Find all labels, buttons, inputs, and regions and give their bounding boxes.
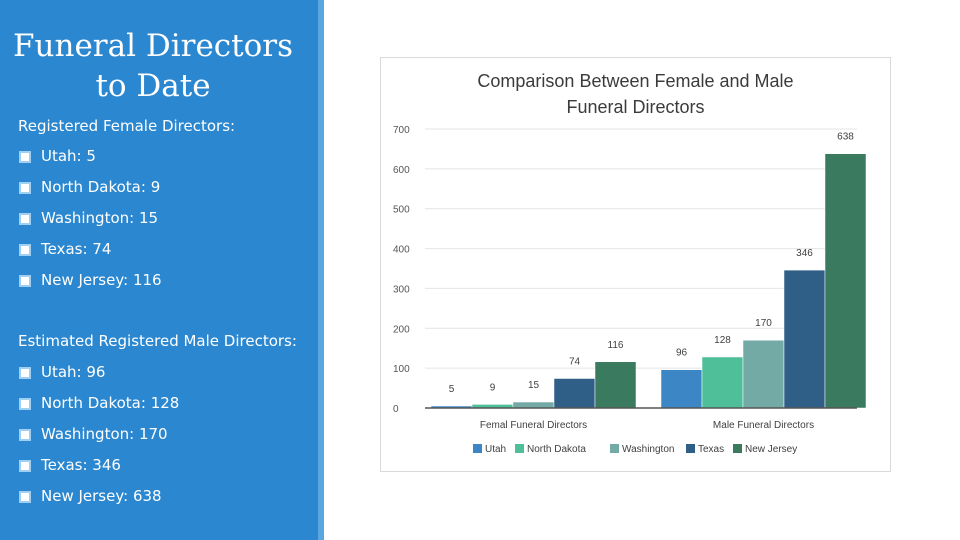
chart-container: Comparison Between Female and Male Funer… xyxy=(380,57,891,472)
legend-label: Utah xyxy=(485,444,506,455)
bar xyxy=(742,339,785,409)
checkbox-bullet-icon xyxy=(18,428,32,442)
page-title-line1: Funeral Directors xyxy=(13,28,293,64)
data-label: 5 xyxy=(449,384,455,395)
list-item: New Jersey: 638 xyxy=(18,487,179,518)
y-tick-label: 500 xyxy=(393,205,410,216)
page-title: Funeral Directors to Date xyxy=(0,26,306,106)
checkbox-bullet-icon xyxy=(18,366,32,380)
bar xyxy=(553,378,596,409)
category-label: Male Funeral Directors xyxy=(713,420,814,431)
y-tick-label: 400 xyxy=(393,245,410,256)
data-label: 638 xyxy=(837,132,854,143)
y-tick-label: 700 xyxy=(393,125,410,136)
legend-label: North Dakota xyxy=(527,444,586,455)
y-tick-label: 600 xyxy=(393,165,410,176)
list-item: North Dakota: 128 xyxy=(18,394,179,425)
bar xyxy=(594,361,637,409)
bar-chart: 0 100 200 300 400 500 600 700 5 9 15 74 116 Femal Fun… xyxy=(393,125,867,455)
chart-title-line1: Comparison Between Female and Male xyxy=(477,71,794,91)
list-item: Utah: 96 xyxy=(18,363,179,394)
legend-swatch xyxy=(686,444,695,453)
y-tick-label: 300 xyxy=(393,284,410,295)
legend-label: Washington xyxy=(622,444,674,455)
checkbox-bullet-icon xyxy=(18,150,32,164)
data-label: 96 xyxy=(676,348,688,359)
checkbox-bullet-icon xyxy=(18,181,32,195)
male-list: Utah: 96 North Dakota: 128 Washington: 1… xyxy=(18,363,179,518)
checkbox-bullet-icon xyxy=(18,490,32,504)
y-tick-label: 100 xyxy=(393,364,410,375)
list-item: Washington: 170 xyxy=(18,425,179,456)
list-item-text: North Dakota: 9 xyxy=(41,178,161,196)
list-item-text: Texas: 346 xyxy=(41,456,121,474)
bar xyxy=(824,153,867,409)
list-item-text: Utah: 5 xyxy=(41,147,96,165)
list-item-text: New Jersey: 638 xyxy=(41,487,162,505)
y-tick-label: 200 xyxy=(393,324,410,335)
data-label: 170 xyxy=(755,318,772,329)
bar xyxy=(701,356,744,409)
list-item: New Jersey: 116 xyxy=(18,271,162,302)
bar xyxy=(783,269,826,409)
checkbox-bullet-icon xyxy=(18,274,32,288)
bar xyxy=(512,401,555,409)
female-heading: Registered Female Directors: xyxy=(18,117,236,135)
list-item-text: Texas: 74 xyxy=(41,240,112,258)
data-label: 346 xyxy=(796,248,813,259)
y-tick-label: 0 xyxy=(393,404,399,415)
list-item: Utah: 5 xyxy=(18,147,162,178)
data-label: 15 xyxy=(528,380,540,391)
list-item-text: Utah: 96 xyxy=(41,363,106,381)
list-item: North Dakota: 9 xyxy=(18,178,162,209)
list-item: Texas: 74 xyxy=(18,240,162,271)
legend-swatch xyxy=(610,444,619,453)
bar xyxy=(660,369,703,409)
female-list: Utah: 5 North Dakota: 9 Washington: 15 T… xyxy=(18,147,162,302)
checkbox-bullet-icon xyxy=(18,459,32,473)
list-item: Texas: 346 xyxy=(18,456,179,487)
checkbox-bullet-icon xyxy=(18,397,32,411)
data-label: 128 xyxy=(714,335,731,346)
data-label: 116 xyxy=(608,340,624,351)
legend-swatch xyxy=(473,444,482,453)
sidebar xyxy=(0,0,318,540)
sidebar-edge xyxy=(318,0,324,540)
category-label: Femal Funeral Directors xyxy=(480,420,587,431)
legend-swatch xyxy=(515,444,524,453)
list-item-text: North Dakota: 128 xyxy=(41,394,180,412)
list-item-text: New Jersey: 116 xyxy=(41,271,162,289)
chart-title-line2: Funeral Directors xyxy=(566,97,705,117)
male-heading: Estimated Registered Male Directors: xyxy=(18,332,297,350)
chart-title: Comparison Between Female and Male Funer… xyxy=(381,68,890,120)
checkbox-bullet-icon xyxy=(18,212,32,226)
list-item-text: Washington: 15 xyxy=(41,209,159,227)
list-item: Washington: 15 xyxy=(18,209,162,240)
legend-label: New Jersey xyxy=(745,444,797,455)
list-item-text: Washington: 170 xyxy=(41,425,168,443)
checkbox-bullet-icon xyxy=(18,243,32,257)
data-label: 9 xyxy=(490,382,496,393)
legend-swatch xyxy=(733,444,742,453)
page-title-line2: to Date xyxy=(95,68,211,104)
data-label: 74 xyxy=(569,357,581,368)
legend-label: Texas xyxy=(698,444,724,455)
